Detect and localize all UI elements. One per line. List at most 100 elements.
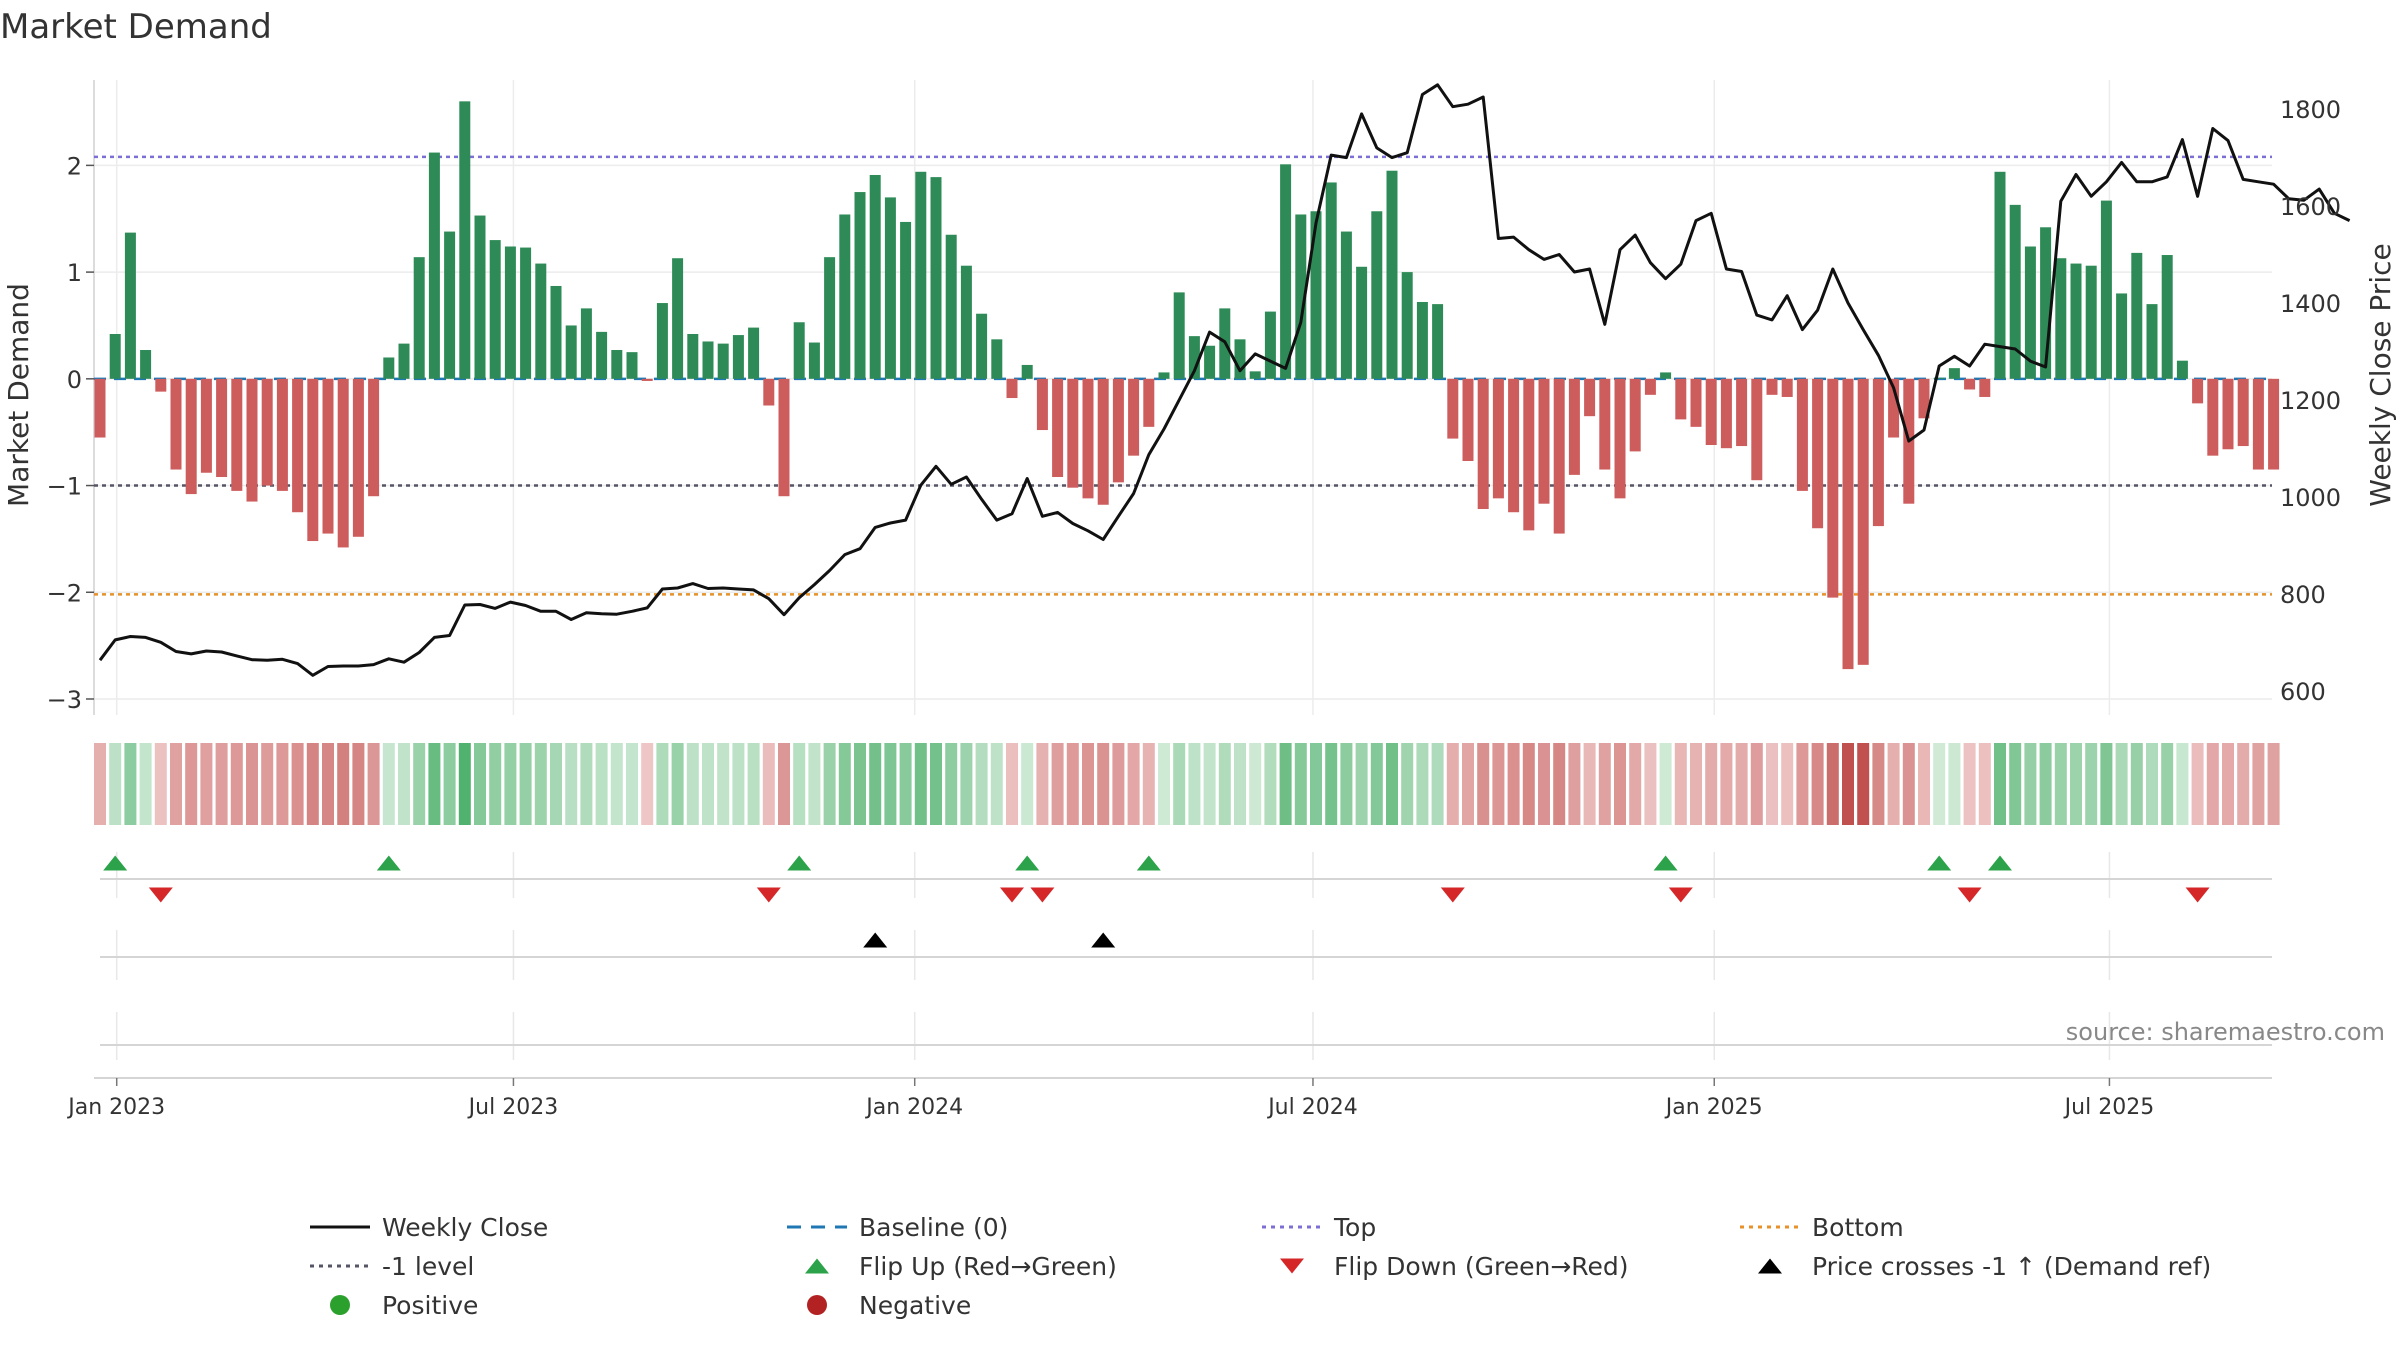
strip-cell-positive (747, 743, 760, 825)
positive-bar (732, 335, 744, 379)
strip-cell-positive (1203, 743, 1216, 825)
strip-cell-positive (914, 743, 927, 825)
strip-cell-positive (1021, 743, 1034, 825)
strip-cell-negative (1082, 743, 1094, 825)
strip-cell-negative (1598, 743, 1611, 825)
strip-cell-negative (1644, 743, 1657, 825)
strip-cell-negative (200, 743, 213, 825)
negative-bar (1872, 378, 1884, 527)
strip-cell-negative (1705, 743, 1718, 825)
y2-tick-label: 1200 (2280, 387, 2341, 415)
positive-bar (1295, 214, 1307, 379)
positive-bar (748, 327, 760, 379)
strip-cell-negative (1674, 743, 1687, 825)
negative-bar (1857, 378, 1869, 665)
positive-bar (1173, 292, 1185, 379)
legend-item-minus_one: -1 level (310, 1252, 474, 1281)
positive-bar (459, 101, 471, 379)
positive-bar (2100, 200, 2112, 379)
strip-cell-positive (595, 743, 608, 825)
x-tick-label: Jul 2023 (467, 1095, 559, 1120)
positive-bar (702, 341, 714, 379)
strip-cell-positive (1933, 743, 1946, 825)
negative-bar (1781, 378, 1793, 397)
strip-cell-negative (1538, 743, 1550, 825)
source-label: source: sharemaestro.com (2066, 1018, 2385, 1046)
negative-bar (1888, 378, 1900, 438)
strip-cell-positive (550, 743, 562, 825)
x-axis: Jan 2023 Jul 2023 Jan 2024 Jul 2024 Jan 2025… (66, 1077, 2272, 1120)
strip-cell-positive (1386, 743, 1398, 825)
negative-bar (261, 378, 273, 486)
legend-label: Baseline (0) (859, 1213, 1008, 1242)
positive-bar (656, 303, 668, 379)
positive-bar (474, 215, 486, 379)
main-panel: −3 −2 −1 0 1 2 600 800 1000 1200 1400 1600 1800 Mar… (2, 80, 2397, 715)
y-tick-label: 2 (67, 152, 82, 180)
strip-cell-positive (1401, 743, 1414, 825)
legend-item-weekly_close: Weekly Close (310, 1213, 548, 1242)
demand-bars (94, 101, 2280, 670)
positive-bar (2161, 255, 2173, 379)
negative-bar (1052, 378, 1064, 478)
negative-bar (1690, 378, 1702, 427)
strip-cell-positive (732, 743, 745, 825)
strip-cell-positive (2054, 743, 2067, 825)
strip-cell-negative (2206, 743, 2219, 825)
strip-cell-negative (1766, 743, 1778, 825)
positive-bar (1280, 164, 1292, 379)
positive-bar (550, 285, 562, 379)
negative-bar (1097, 378, 1109, 505)
flip-down-marker (1668, 887, 1693, 903)
negative-bar (216, 378, 228, 478)
negative-bar (1447, 378, 1459, 439)
strip-cell-positive (823, 743, 836, 825)
strip-cell-positive (671, 743, 684, 825)
demand-heat-strip (94, 743, 2280, 825)
strip-cell-positive (793, 743, 806, 825)
legend-item-bottom: Bottom (1740, 1213, 1904, 1242)
strip-cell-positive (504, 743, 517, 825)
negative-bar (1006, 378, 1018, 399)
positive-bar (626, 352, 638, 379)
negative-bar (337, 378, 349, 548)
positive-bar (2085, 265, 2097, 379)
y2-tick-label: 1000 (2280, 484, 2341, 512)
x-tick-label: Jan 2024 (864, 1095, 963, 1120)
strip-cell-positive (139, 743, 152, 825)
positive-bar (1310, 211, 1322, 379)
strip-cell-negative (276, 743, 289, 825)
positive-bar (1234, 339, 1246, 379)
strip-cell-positive (1948, 743, 1961, 825)
legend-label: Flip Down (Green→Red) (1334, 1252, 1629, 1281)
strip-cell-positive (2130, 743, 2143, 825)
strip-cell-negative (1826, 743, 1839, 825)
legend-label: Price crosses -1 ↑ (Demand ref) (1812, 1252, 2211, 1281)
strip-cell-negative (1492, 743, 1505, 825)
strip-cell-positive (960, 743, 973, 825)
strip-cell-negative (1462, 743, 1474, 825)
strip-cell-positive (2100, 743, 2113, 825)
strip-cell-negative (2237, 743, 2250, 825)
positive-bar (2024, 246, 2036, 379)
strip-cell-negative (1522, 743, 1535, 825)
positive-bar (824, 257, 836, 379)
main-gridlines (93, 80, 2272, 715)
strip-cell-positive (899, 743, 912, 825)
positive-bar (2040, 227, 2052, 379)
price-series (98, 83, 2351, 677)
strip-cell-negative (778, 743, 790, 825)
strip-cell-negative (1902, 743, 1915, 825)
positive-bar (793, 322, 805, 379)
strip-cell-positive (519, 743, 532, 825)
strip-cell-negative (2267, 743, 2280, 825)
positive-bar (1432, 304, 1444, 379)
negative-bar (778, 378, 790, 497)
strip-cell-positive (1994, 743, 2006, 825)
strip-cell-negative (1507, 743, 1520, 825)
negative-bar (1143, 378, 1155, 427)
strip-cell-positive (1310, 743, 1322, 825)
legend-swatch-triangle (1758, 1258, 1782, 1274)
legend-item-top: Top (1262, 1213, 1376, 1242)
strip-cell-negative (154, 743, 167, 825)
